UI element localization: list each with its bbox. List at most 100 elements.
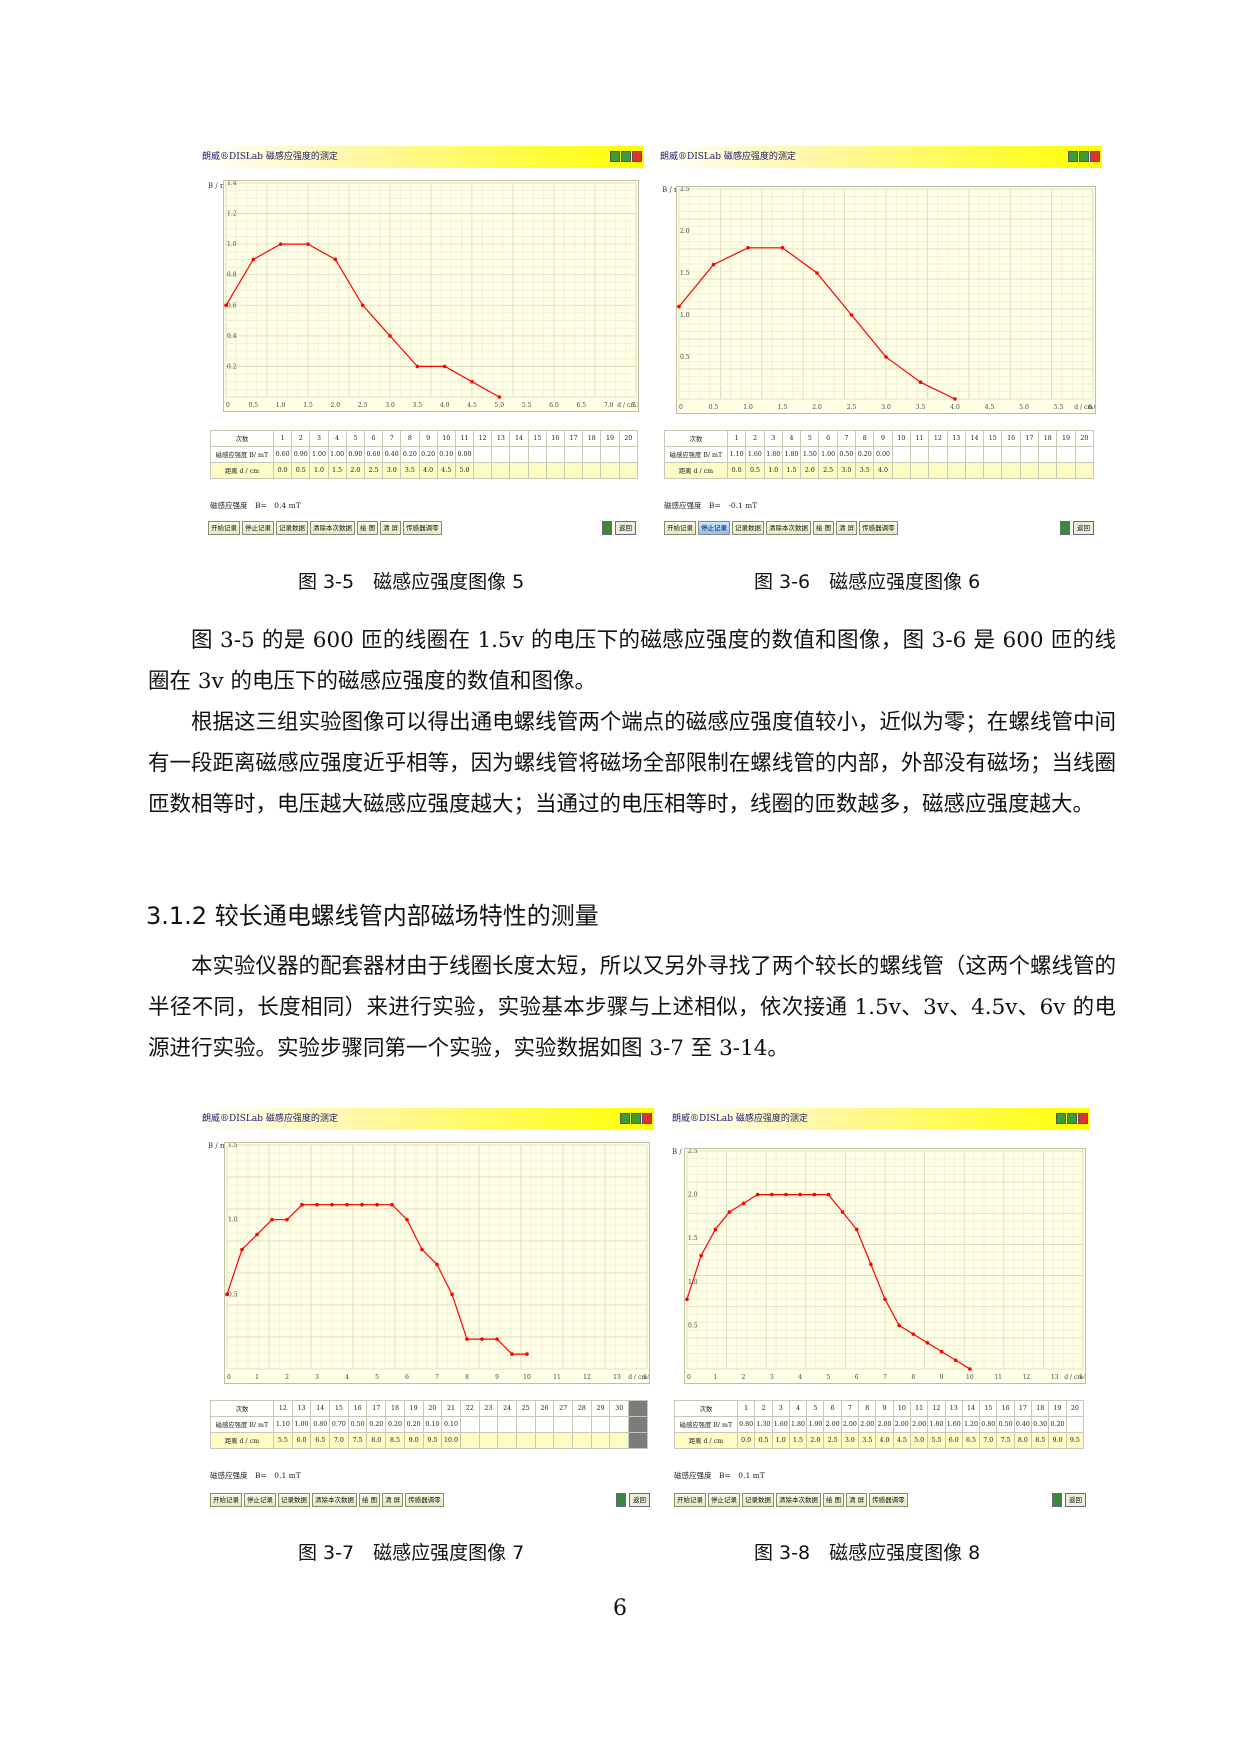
button-bar: 开始记录 停止记录 记录数据 清除本次数据绘 图清 屏传感器调零 [210,1493,444,1507]
table-cell: 2.00 [823,1416,842,1433]
camera-icon[interactable] [616,1493,626,1507]
toolbar-button[interactable]: 清 屏 [380,521,402,535]
table-cell: 11 [909,1400,929,1417]
y-axis-label: B / mT [672,1148,695,1156]
camera-icon[interactable] [602,521,612,535]
toolbar-button[interactable]: 绘 图 [359,1493,381,1507]
toolbar-button[interactable]: 开始记录 [208,521,240,535]
table-cell [609,1432,630,1449]
minimize-icon[interactable] [631,1113,641,1124]
return-button[interactable]: 返回 [1073,521,1094,535]
table-cell [1074,446,1095,463]
toolbar-button[interactable]: 停止记录 [708,1493,740,1507]
data-point [677,304,681,309]
toolbar-button[interactable]: 开始记录 [674,1493,706,1507]
table-cell: 0.10 [441,1416,461,1433]
toolbar-button[interactable]: 清 屏 [382,1493,404,1507]
table-row: 次数 1 2 3 4 5 6 7 8 9 10 11 12 13 14 15 16 17 18 19 20 [664,430,1095,447]
chart-plot-area: 0 1 2 3 4 5 6 7 8 9 10 11 12 13 14 d / cm 0.5 1.0 1.5 [224,1142,650,1384]
app-title: 朗威®DISLab 磁感应强度的测定 [672,1114,808,1124]
minimize-icon[interactable] [1067,1113,1077,1124]
minimize-icon[interactable] [1079,151,1089,162]
toolbar-button[interactable]: 停止记录 [244,1493,276,1507]
toolbar-button[interactable]: 清除本次数据 [310,521,355,535]
toolbar-button[interactable]: 传感器调零 [869,1493,908,1507]
toolbar-button[interactable]: 停止记录 [698,521,730,535]
data-point [360,1202,364,1207]
table-cell: 25 [515,1400,536,1417]
table-cell: 1.10 [273,1416,293,1433]
minimize-icon[interactable] [621,151,631,162]
toolbar-button[interactable]: 记录数据 [742,1493,774,1507]
toolbar-button[interactable]: 传感器调零 [405,1493,444,1507]
toolbar-button[interactable]: 停止记录 [242,521,274,535]
window-controls[interactable] [610,151,642,162]
table-cell: 9.0 [1048,1432,1067,1449]
toolbar-button[interactable]: 绘 图 [813,521,835,535]
section-heading: 3.1.2 较长通电螺线管内部磁场特性的测量 [146,902,599,930]
toolbar-button[interactable]: 清除本次数据 [776,1493,821,1507]
toolbar-button[interactable]: 绘 图 [823,1493,845,1507]
toolbar-button[interactable]: 记录数据 [732,521,764,535]
toolbar-button[interactable]: 传感器调零 [403,521,442,535]
return-button[interactable]: 返回 [1065,1493,1086,1507]
window-controls[interactable] [620,1113,652,1124]
help-icon[interactable] [620,1113,630,1124]
data-point [224,303,228,308]
table-cell: 0.00 [873,446,893,463]
x-tick-label: 0.5 [249,402,259,409]
toolbar-button[interactable]: 清 屏 [836,521,858,535]
table-cell [534,1416,555,1433]
table-cell [1056,446,1076,463]
x-tick-label: 4 [798,1374,802,1381]
table-cell: 13 [491,430,511,447]
help-icon[interactable] [1056,1113,1066,1124]
caption-3-5: 图 3-5 磁感应强度图像 5 [298,571,525,593]
data-point [240,1247,244,1252]
x-tick-label: 3 [770,1374,774,1381]
close-icon[interactable] [642,1113,652,1124]
help-icon[interactable] [610,151,620,162]
table-cell: 8.0 [1013,1432,1033,1449]
table-cell: 0.10 [422,1416,443,1433]
close-icon[interactable] [1078,1113,1088,1124]
table-cell: 5.5 [273,1432,293,1449]
y-axis-label: B / mT [662,186,686,194]
data-point [815,271,819,275]
window-controls[interactable] [1068,151,1100,162]
x-tick-label: 6 [855,1374,859,1381]
table-cell: 2.5 [363,462,384,479]
chart-plot-area: 0 1 2 3 4 5 6 7 8 9 10 11 12 13 14 d / cm 0.5 1.0 1.5 2.0 2.… [684,1148,1086,1384]
table-cell: 0.60 [363,446,384,463]
toolbar-button[interactable]: 绘 图 [357,521,379,535]
help-icon[interactable] [1068,151,1078,162]
toolbar-button[interactable]: 传感器调零 [859,521,898,535]
table-cell: 7 [382,430,402,447]
toolbar-button[interactable]: 清 屏 [846,1493,868,1507]
return-button[interactable]: 返回 [629,1493,650,1507]
data-point [390,1202,394,1207]
toolbar-button[interactable]: 记录数据 [278,1493,310,1507]
close-icon[interactable] [632,151,642,162]
table-cell [618,446,639,463]
table-cell: 4.5 [436,462,456,479]
figure-3-7: 朗威®DISLab 磁感应强度的测定 B / mT 0 1 2 3 4 5 6 7 8 9 10 11… [196,1108,654,1518]
x-axis-label: d / cm [617,402,636,409]
data-point [405,1217,409,1222]
x-tick-label: 3.5 [916,404,926,411]
close-icon[interactable] [1090,151,1100,162]
table-cell [553,1416,573,1433]
table-cell [590,1432,611,1449]
camera-icon[interactable] [1060,521,1070,535]
camera-icon[interactable] [1052,1493,1062,1507]
toolbar-button[interactable]: 开始记录 [664,521,696,535]
x-tick-label: 1 [255,1374,259,1381]
table-cell: 0.20 [1048,1416,1067,1433]
window-controls[interactable] [1056,1113,1088,1124]
toolbar-button[interactable]: 记录数据 [276,521,308,535]
return-button[interactable]: 返回 [615,521,636,535]
toolbar-button[interactable]: 清除本次数据 [766,521,811,535]
toolbar-button[interactable]: 开始记录 [210,1493,242,1507]
table-cell: 15 [979,1400,998,1417]
toolbar-button[interactable]: 清除本次数据 [312,1493,357,1507]
